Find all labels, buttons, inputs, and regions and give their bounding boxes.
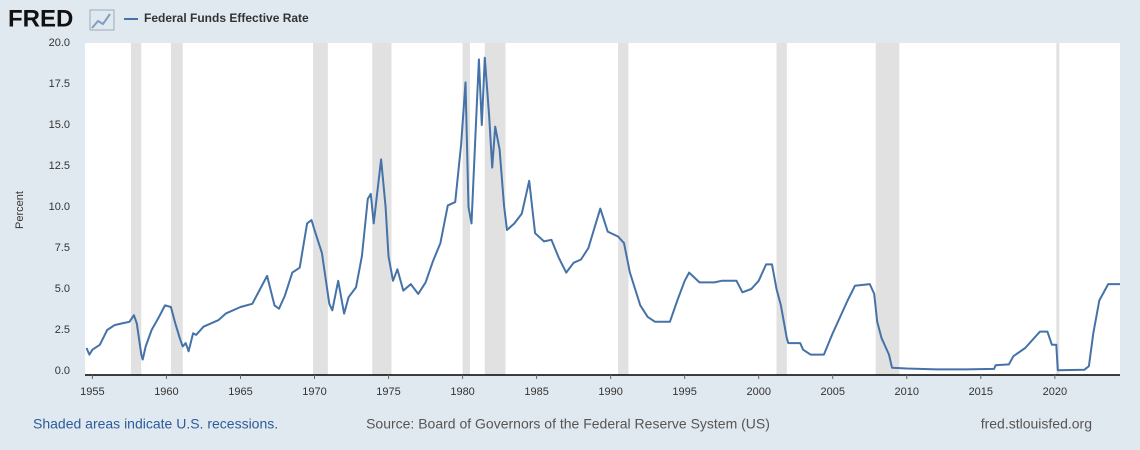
recession-band (1056, 43, 1060, 375)
recession-band (130, 43, 142, 375)
recession-band (313, 43, 328, 375)
y-tick-label: 10.0 (49, 201, 70, 213)
x-tick-label: 2015 (969, 386, 993, 398)
x-tick-label: 1990 (598, 386, 622, 398)
recession-band (776, 43, 787, 375)
x-tick-label: 1965 (228, 386, 252, 398)
y-tick-label: 15.0 (49, 119, 70, 131)
recession-band (875, 43, 900, 375)
y-tick-label: 2.5 (55, 324, 70, 336)
x-tick-label: 1970 (302, 386, 326, 398)
x-tick-label: 1975 (376, 386, 400, 398)
source: Source: Board of Governors of the Federa… (366, 416, 770, 432)
recession-band (618, 43, 629, 375)
x-tick-label: 1995 (672, 386, 696, 398)
x-tick-label: 2005 (821, 386, 845, 398)
logo-frame (89, 9, 115, 31)
y-tick-label: 12.5 (49, 160, 70, 172)
recession-note: Shaded areas indicate U.S. recessions. (33, 416, 278, 432)
x-tick-label: 2020 (1043, 386, 1067, 398)
x-tick-label: 2010 (895, 386, 919, 398)
x-tick-label: 1985 (524, 386, 548, 398)
y-tick-label: 17.5 (49, 78, 70, 90)
y-tick-label: 7.5 (55, 242, 70, 254)
y-tick-label: 5.0 (55, 283, 70, 295)
series-line (85, 56, 1120, 372)
plot-area (85, 43, 1120, 375)
x-tick-label: 1980 (450, 386, 474, 398)
y-tick-label: 0.0 (55, 365, 70, 377)
attribution: fred.stlouisfed.org (981, 416, 1092, 432)
y-axis-label: Percent (14, 191, 26, 229)
recession-band (462, 43, 470, 375)
x-tick-label: 1955 (80, 386, 104, 398)
x-tick-label: 1960 (154, 386, 178, 398)
recession-band (372, 43, 392, 375)
logo-icon (91, 13, 111, 29)
x-tick-label: 2000 (746, 386, 770, 398)
legend-label: Federal Funds Effective Rate (144, 11, 309, 25)
recession-band (170, 43, 183, 375)
logo: FRED (8, 5, 73, 32)
y-tick-label: 20.0 (49, 37, 70, 49)
